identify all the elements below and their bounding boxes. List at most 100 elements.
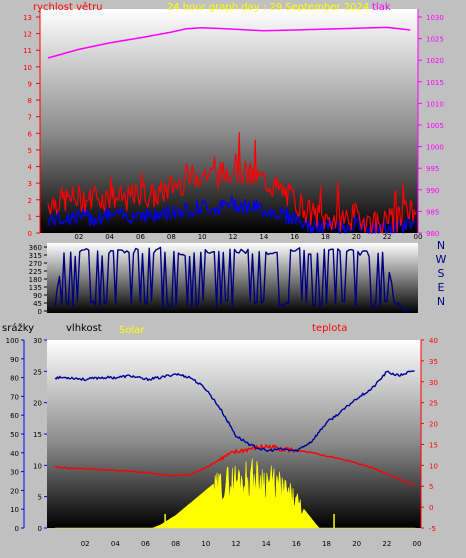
panel1-x-tick-label: 22 — [383, 233, 392, 241]
panel1-x-tick-label: 10 — [198, 233, 207, 241]
panel3-temperature-tick-label: 10 — [429, 462, 438, 470]
panel1-left-tick-label: 0 — [28, 230, 32, 238]
panel3-humidity-tick-label: 10 — [33, 462, 42, 470]
panel3-rain-tick-label: 0 — [15, 525, 19, 533]
panel3-rain-tick-label: 20 — [10, 487, 19, 495]
panel2-tick-label: 360 — [29, 244, 42, 252]
panel2-tick-label: 315 — [29, 252, 42, 260]
panel1-right-tick-label: 1030 — [426, 14, 444, 22]
panel2-series — [54, 246, 412, 312]
panel3-rain-axis-ticks: 0 10 20 30 40 50 60 70 80 90 100 — [6, 337, 25, 533]
panel3-x-tick-label: 04 — [111, 540, 120, 548]
pressure-series-line — [47, 26, 411, 59]
panel3-x-tick-label: 22 — [382, 540, 391, 548]
panel3-rain-tick-label: 60 — [10, 412, 19, 420]
panel3-temperature-tick-label: 15 — [429, 441, 438, 449]
panel3-rain-label: srážky — [2, 322, 34, 334]
panel1-right-tick-label: 1010 — [426, 100, 444, 108]
panel1-right-tick-label: 995 — [426, 165, 439, 173]
panel2-tick-label: 180 — [29, 276, 42, 284]
panel3-humidity-tick-label: 30 — [33, 337, 42, 345]
panel1-series — [47, 26, 417, 234]
panel1-left-tick-label: 7 — [28, 114, 32, 122]
panel1-x-tick-label: 00 — [414, 233, 423, 241]
panel1-left-tick-label: 2 — [28, 197, 32, 205]
panel1-x-tick-label: 02 — [74, 233, 83, 241]
panel1-right-tick-label: 1000 — [426, 144, 444, 152]
panel1-right-tick-label: 980 — [426, 230, 439, 238]
panel1-left-tick-label: 12 — [23, 31, 32, 39]
panel2-compass-letter: S — [438, 267, 445, 280]
panel3-rain-tick-label: 40 — [10, 450, 19, 458]
panel2-tick-label: 0 — [38, 308, 42, 316]
panel2-compass-letter: E — [438, 281, 445, 294]
panel1-x-tick-label: 04 — [105, 233, 114, 241]
panel1-x-tick-label: 16 — [290, 233, 299, 241]
panel2-compass-letter: N — [437, 239, 445, 252]
panel1-left-tick-label: 3 — [28, 180, 32, 188]
panel3-humidity-tick-label: 5 — [38, 494, 42, 502]
panel3-rain-tick-label: 30 — [10, 469, 19, 477]
panel3-temperature-tick-label: 25 — [429, 400, 438, 408]
solar-series-area — [55, 458, 416, 529]
panel3-humidity-tick-label: 0 — [38, 525, 42, 533]
panel3-humidity-axis-ticks: 0 5 10 15 20 25 30 — [33, 337, 47, 533]
panel3-temperature-tick-label: 30 — [429, 379, 438, 387]
panel3-rain-tick-label: 10 — [10, 506, 19, 514]
panel3-rain-tick-label: 50 — [10, 431, 19, 439]
panel3-humidity-tick-label: 15 — [33, 431, 42, 439]
panel3-series — [54, 370, 416, 529]
panel1-title: 24 hour graph day : 29 September 2024 — [167, 2, 369, 13]
panel3-x-tick-label: 10 — [201, 540, 210, 548]
panel3-temperature-tick-label: -5 — [429, 525, 436, 533]
panel1-left-label: rychlost větru — [33, 1, 103, 13]
panel1-right-axis-ticks: 980 985 990 995 1000 1005 1010 1015 1020 1025 1030 — [417, 9, 444, 238]
panel1-left-tick-label: 1 — [28, 213, 32, 221]
panel3-x-tick-label: 14 — [262, 540, 271, 548]
panel3-temperature-tick-label: 5 — [429, 483, 433, 491]
panel3-temperature-tick-label: 20 — [429, 421, 438, 429]
panel1-right-tick-label: 1020 — [426, 57, 444, 65]
panel2-tick-label: 225 — [29, 268, 42, 276]
panel3-solar-label: Solar — [119, 325, 145, 336]
panel3-temperature-tick-label: 35 — [429, 358, 438, 366]
wind-speed-series-line — [47, 132, 417, 234]
panel1-right-tick-label: 1005 — [426, 122, 444, 130]
panel1-left-tick-label: 8 — [28, 97, 32, 105]
humidity-series-line — [54, 370, 415, 453]
panel3-humidity-tick-label: 20 — [33, 400, 42, 408]
panel3-x-tick-label: 18 — [322, 540, 331, 548]
panel1-x-tick-label: 08 — [167, 233, 176, 241]
panel3-temperature-tick-label: 40 — [429, 337, 438, 345]
panel2-tick-label: 45 — [33, 300, 42, 308]
panel3-rain-tick-label: 80 — [10, 375, 19, 383]
panel2-compass-letter: W — [436, 253, 447, 266]
temperature-series-line — [54, 444, 415, 486]
panel3-x-axis-ticks: 02 04 06 08 10 12 14 16 18 20 22 00 — [81, 540, 422, 548]
panel1-right-tick-label: 1025 — [426, 36, 444, 44]
panel1-x-axis-ticks: 02 04 06 08 10 12 14 16 18 20 22 00 — [74, 233, 422, 241]
panel1-x-tick-label: 14 — [259, 233, 268, 241]
panel3-x-tick-label: 08 — [171, 540, 180, 548]
panel1-left-tick-label: 13 — [23, 14, 32, 22]
panel3-humidity-label: vlhkost — [66, 323, 102, 334]
panel3-temperature-axis-ticks: -5 0 5 10 15 20 25 30 35 40 — [420, 337, 438, 533]
panel3-temperature-label: teplota — [312, 323, 347, 334]
panel3-rain-tick-label: 70 — [10, 393, 19, 401]
panel1-left-tick-label: 10 — [23, 64, 32, 72]
panel3-rain-tick-label: 100 — [6, 337, 19, 345]
panel3-x-tick-label: 02 — [81, 540, 90, 548]
panel3-x-tick-label: 12 — [232, 540, 241, 548]
wind-direction-series-line — [54, 246, 412, 312]
panel2-tick-label: 270 — [29, 260, 42, 268]
panel2-compass-letter: N — [437, 295, 445, 308]
panel1-left-tick-label: 5 — [28, 147, 32, 155]
panel1-left-tick-label: 6 — [28, 130, 33, 138]
panel1-right-tick-label: 1015 — [426, 79, 444, 87]
panel1-left-tick-label: 4 — [28, 164, 33, 172]
